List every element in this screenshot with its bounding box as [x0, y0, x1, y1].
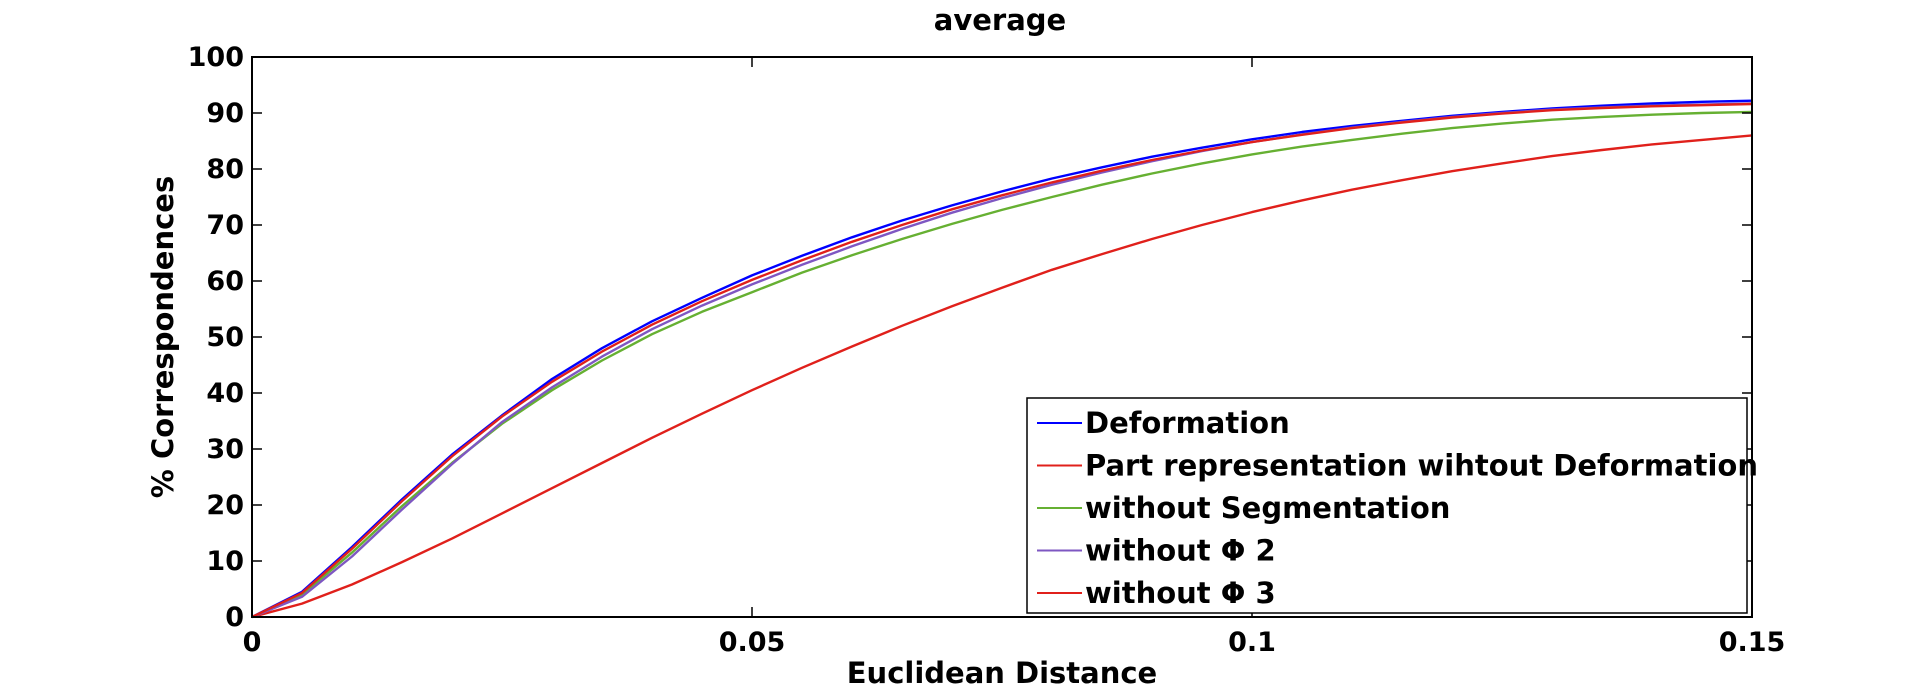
y-tick-label: 80 [206, 154, 244, 185]
y-tick-label: 40 [206, 378, 244, 409]
series-line-1 [251, 134, 1753, 619]
series-line-2 [251, 110, 1753, 619]
legend-label-1: Part representation wihtout Deformation [1085, 449, 1758, 483]
x-tick-label: 0.15 [1719, 627, 1786, 658]
legend-label-0: Deformation [1085, 406, 1290, 440]
legend-label-4: without Φ 3 [1085, 576, 1276, 610]
x-tick-label: 0.1 [1228, 627, 1276, 658]
y-axis-title: % Correspondences [146, 176, 180, 498]
x-axis-title: Euclidean Distance [847, 656, 1157, 689]
y-tick-label: 70 [206, 210, 244, 241]
series-layer [251, 99, 1753, 619]
legend-label-3: without Φ 2 [1085, 534, 1276, 568]
legend-box [1026, 397, 1748, 614]
y-tick-label: 60 [206, 266, 244, 297]
y-tick-label: 50 [206, 322, 244, 353]
y-tick-label: 90 [206, 98, 244, 129]
y-tick-label: 30 [206, 434, 244, 465]
x-tick-label: 0.05 [719, 627, 786, 658]
ticks-layer: 0 0.05 0.1 0.15 0 10 20 30 40 50 60 70 80 90 100 [188, 42, 1786, 658]
x-tick-label: 0 [243, 627, 262, 658]
series-line-4 [251, 102, 1753, 619]
legend-label-2: without Segmentation [1085, 491, 1450, 525]
chart-title: average [934, 3, 1066, 37]
y-tick-label: 20 [206, 490, 244, 521]
y-tick-label: 0 [225, 602, 244, 633]
legend: Deformation Part representation wihtout D… [1026, 397, 1758, 614]
y-tick-label: 100 [188, 42, 244, 73]
y-tick-label: 10 [206, 546, 244, 577]
